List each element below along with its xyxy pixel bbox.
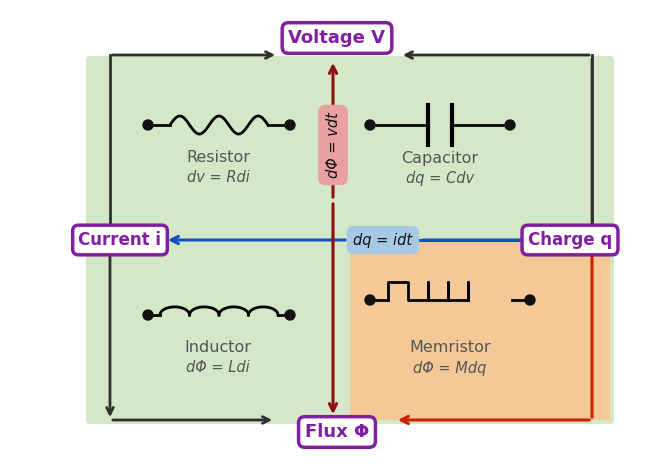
Circle shape: [365, 120, 375, 130]
Text: dv = Rdi: dv = Rdi: [187, 171, 249, 186]
Circle shape: [365, 295, 375, 305]
Text: Memristor: Memristor: [409, 341, 491, 356]
Circle shape: [143, 310, 153, 320]
Text: Capacitor: Capacitor: [402, 151, 479, 165]
Circle shape: [505, 120, 515, 130]
Text: Inductor: Inductor: [184, 341, 251, 356]
Circle shape: [525, 295, 535, 305]
FancyBboxPatch shape: [350, 240, 610, 420]
Text: dq = idt: dq = idt: [353, 233, 412, 247]
Circle shape: [143, 120, 153, 130]
Text: dΦ = vdt: dΦ = vdt: [325, 112, 340, 178]
Circle shape: [285, 310, 295, 320]
Text: Charge q: Charge q: [528, 231, 612, 249]
FancyBboxPatch shape: [86, 56, 614, 424]
Text: Resistor: Resistor: [186, 151, 250, 165]
Text: Current i: Current i: [78, 231, 162, 249]
Text: Voltage V: Voltage V: [289, 29, 386, 47]
Text: dΦ = Ldi: dΦ = Ldi: [186, 360, 250, 375]
Text: Flux Φ: Flux Φ: [305, 423, 369, 441]
Text: dΦ = Mdq: dΦ = Mdq: [414, 360, 487, 375]
Circle shape: [285, 120, 295, 130]
Text: dq = Cdv: dq = Cdv: [406, 171, 474, 186]
